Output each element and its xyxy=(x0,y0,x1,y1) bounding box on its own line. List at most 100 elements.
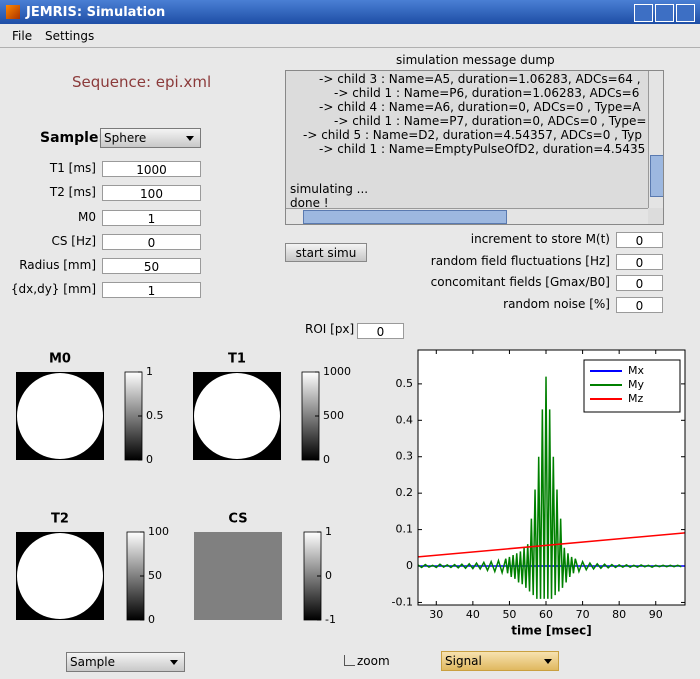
image-title: T1 xyxy=(228,352,246,367)
x-tick-label: 50 xyxy=(502,608,516,621)
x-tick-label: 90 xyxy=(649,608,663,621)
colorbar xyxy=(124,371,143,461)
option-field[interactable]: 0 xyxy=(616,297,663,313)
param-label: M0 xyxy=(78,210,96,224)
option-value: 0 xyxy=(635,299,644,313)
roi-value: 0 xyxy=(376,325,385,339)
legend-label: My xyxy=(628,378,644,391)
image-disc xyxy=(17,373,103,459)
plot-frame xyxy=(417,349,686,606)
param-field[interactable]: 1 xyxy=(102,210,201,226)
window-title: JEMRIS: Simulation xyxy=(26,5,166,20)
y-tick-label: 0.5 xyxy=(396,377,414,390)
horizontal-thumb[interactable] xyxy=(303,210,507,224)
x-tick-label: 70 xyxy=(576,608,590,621)
image-title: T2 xyxy=(51,512,69,527)
legend-label: Mx xyxy=(628,364,644,377)
option-label: random noise [%] xyxy=(503,297,610,311)
minimize-button[interactable] xyxy=(634,4,653,22)
param-field[interactable]: 1000 xyxy=(102,161,201,177)
colorbar-tick-label: 1 xyxy=(146,365,153,378)
param-field[interactable]: 100 xyxy=(102,185,201,201)
status-line: simulating ... xyxy=(290,182,369,196)
image-frame xyxy=(16,372,104,460)
legend-box xyxy=(583,359,681,413)
sample-dropdown[interactable]: Sphere xyxy=(100,128,201,148)
menu-file[interactable]: File xyxy=(12,29,33,43)
x-tick-label: 60 xyxy=(539,608,553,621)
plot-dropdown[interactable]: Signal xyxy=(441,651,559,671)
maximize-button[interactable] xyxy=(655,4,674,22)
message-line: -> child 1 : Name=P6, duration=1.06283, … xyxy=(334,86,640,100)
message-line: -> child 1 : Name=P7, duration=0, ADCs=0… xyxy=(334,114,647,128)
param-label: Radius [mm] xyxy=(19,258,96,272)
option-label: random field fluctuations [Hz] xyxy=(430,254,610,268)
option-label: concomitant fields [Gmax/B0] xyxy=(430,275,610,289)
option-field[interactable]: 0 xyxy=(616,254,663,270)
param-field[interactable]: 0 xyxy=(102,234,201,250)
x-tick-label: 30 xyxy=(429,608,443,621)
param-label: {dx,dy} [mm] xyxy=(10,282,96,296)
message-box: -> child 3 : Name=A5, duration=1.06283, … xyxy=(285,70,664,225)
view-value: Sample xyxy=(70,655,115,669)
param-value: 50 xyxy=(143,260,160,274)
param-value: 1000 xyxy=(136,163,167,177)
message-line: -> child 3 : Name=A5, duration=1.06283, … xyxy=(319,72,641,86)
plot-value: Signal xyxy=(445,654,482,668)
sample-value: Sphere xyxy=(104,131,147,145)
menu-separator xyxy=(0,47,700,48)
colorbar-tick-label: 0 xyxy=(148,613,155,626)
option-field[interactable]: 0 xyxy=(616,232,663,248)
image-title: M0 xyxy=(49,352,71,367)
param-field[interactable]: 1 xyxy=(102,282,201,298)
status-line: done ! xyxy=(290,196,329,210)
app-icon xyxy=(6,5,20,19)
image-title: CS xyxy=(228,512,247,527)
colorbar-tick-label: 0.5 xyxy=(146,409,164,422)
message-line: -> child 1 : Name=EmptyPulseOfD2, durati… xyxy=(319,142,646,156)
option-field[interactable]: 0 xyxy=(616,275,663,291)
colorbar xyxy=(303,531,322,621)
colorbar-tick-label: -1 xyxy=(325,613,336,626)
series-line xyxy=(417,532,686,558)
start-button[interactable]: start simu xyxy=(285,243,367,262)
vertical-thumb[interactable] xyxy=(650,155,663,197)
option-label: increment to store M(t) xyxy=(470,232,610,246)
x-tick-label: 40 xyxy=(466,608,480,621)
roi-field[interactable]: 0 xyxy=(357,323,404,339)
colorbar-tick-label: 1 xyxy=(325,525,332,538)
colorbar xyxy=(301,371,320,461)
horizontal-scrollbar[interactable] xyxy=(286,208,648,224)
colorbar-tick-label: 100 xyxy=(148,525,169,538)
legend-label: Mz xyxy=(628,392,643,405)
y-tick-label: 0.2 xyxy=(396,486,414,499)
colorbar-tick-label: 1000 xyxy=(323,365,351,378)
y-tick-label: 0.3 xyxy=(396,450,414,463)
close-button[interactable] xyxy=(676,4,695,22)
x-axis-label: time [msec] xyxy=(511,624,592,638)
menu-settings[interactable]: Settings xyxy=(45,29,95,43)
colorbar xyxy=(126,531,145,621)
option-value: 0 xyxy=(635,256,644,270)
colorbar-tick-label: 0 xyxy=(323,453,330,466)
param-value: 100 xyxy=(140,187,163,201)
option-value: 0 xyxy=(635,277,644,291)
image-frame xyxy=(193,372,281,460)
y-tick-label: 0.4 xyxy=(396,413,414,426)
message-line: -> child 5 : Name=D2, duration=4.54357, … xyxy=(303,128,642,142)
param-field[interactable]: 50 xyxy=(102,258,201,274)
view-dropdown[interactable]: Sample xyxy=(66,652,185,672)
sample-label: Sample: xyxy=(40,130,105,146)
zoom-label: zoom xyxy=(357,654,390,668)
title-bar xyxy=(0,0,700,24)
image-disc xyxy=(194,373,280,459)
y-tick-label: 0 xyxy=(406,559,413,572)
y-tick-label: 0.1 xyxy=(396,523,414,536)
vertical-scrollbar[interactable] xyxy=(648,71,663,208)
message-line: -> child 4 : Name=A6, duration=0, ADCs=0… xyxy=(319,100,641,114)
dump-title: simulation message dump xyxy=(396,53,555,67)
zoom-checkbox[interactable] xyxy=(344,655,355,666)
y-tick-label: -0.1 xyxy=(392,595,413,608)
image-disc xyxy=(17,533,103,619)
